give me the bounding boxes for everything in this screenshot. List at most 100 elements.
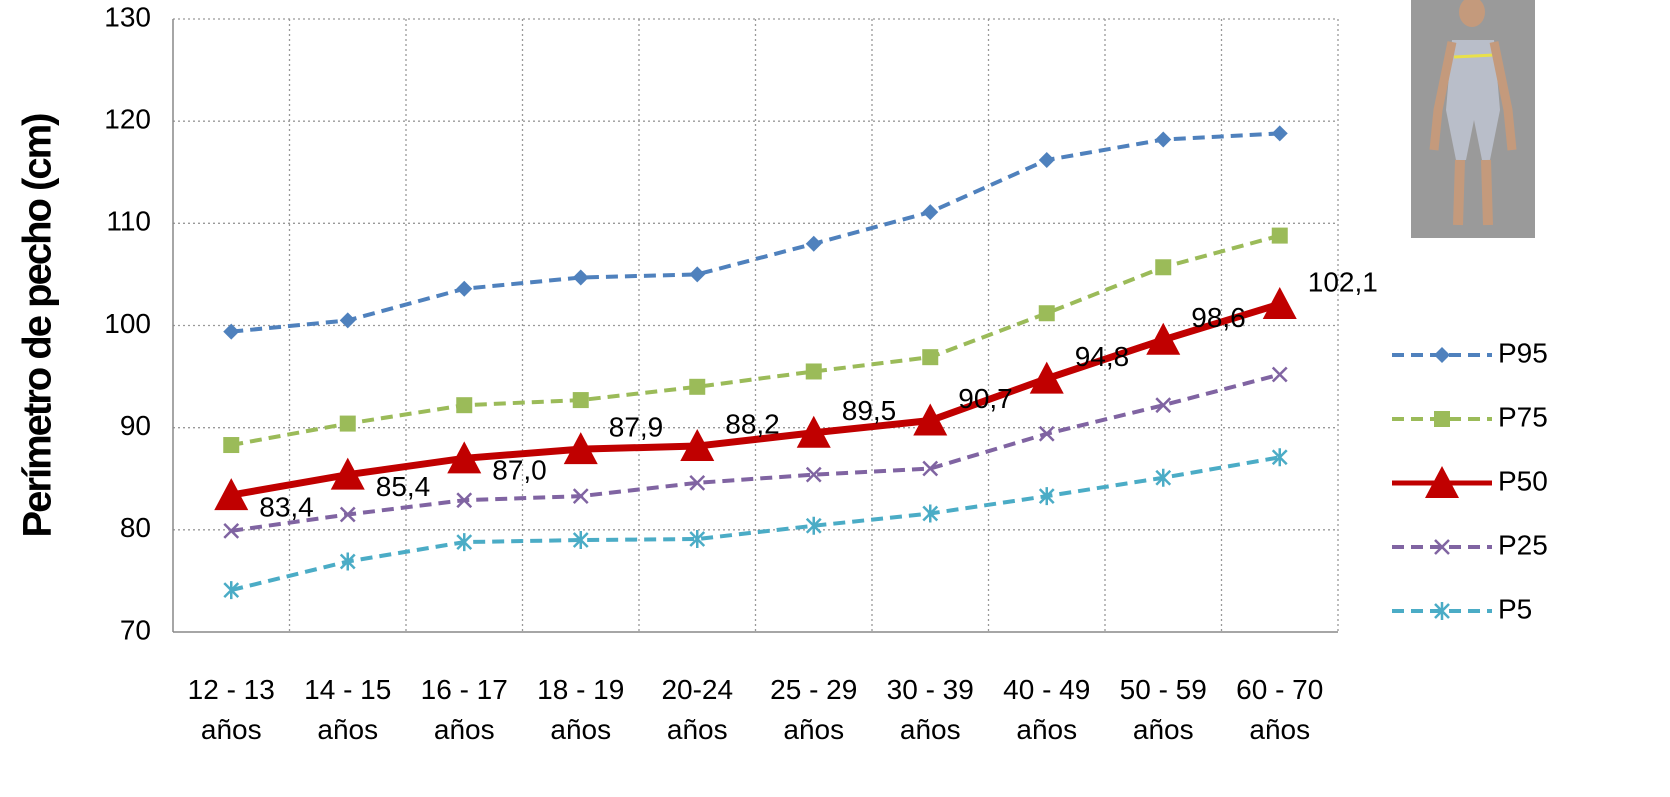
x-tick-label-line: años — [201, 714, 262, 745]
y-axis-title: Perímetro de pecho (cm) — [16, 114, 60, 538]
marker — [1146, 322, 1181, 355]
y-tick-label: 80 — [120, 512, 151, 543]
y-tick-label: 120 — [104, 104, 151, 135]
marker — [1155, 131, 1172, 148]
marker — [1038, 151, 1055, 168]
series-line — [231, 131, 1280, 334]
x-tick-label-line: años — [900, 714, 961, 745]
legend-marker — [1434, 347, 1450, 363]
data-label: 102,1 — [1308, 266, 1378, 297]
marker — [339, 415, 356, 432]
marker — [689, 474, 706, 491]
legend-label: P25 — [1498, 529, 1548, 560]
marker — [572, 392, 589, 409]
marker — [223, 522, 240, 539]
marker — [223, 323, 240, 340]
data-label: 87,9 — [609, 412, 664, 443]
y-tick-label: 110 — [106, 206, 151, 237]
x-tick-label: 30 - 39 años — [887, 674, 974, 745]
marker — [572, 269, 589, 286]
figure-illustration — [1411, 0, 1535, 238]
marker — [1271, 366, 1288, 383]
marker — [805, 466, 822, 483]
marker — [1155, 468, 1172, 487]
x-tick-label-line: 20-24 — [661, 674, 733, 705]
data-label: 87,0 — [492, 455, 547, 486]
legend-marker — [1434, 539, 1450, 555]
legend-label: P95 — [1498, 337, 1548, 368]
series-line — [230, 300, 1281, 499]
x-tick-label-line: 14 - 15 — [304, 674, 391, 705]
marker — [563, 432, 598, 465]
marker — [922, 504, 939, 523]
y-tick-label: 100 — [104, 308, 151, 339]
legend-label: P75 — [1498, 401, 1548, 432]
marker — [223, 581, 240, 600]
marker — [339, 506, 356, 523]
x-tick-label-line: 18 - 19 — [537, 674, 624, 705]
legend-label: P5 — [1498, 593, 1532, 624]
x-tick-label: 25 - 29 años — [770, 674, 857, 745]
x-tick-label-line: años — [783, 714, 844, 745]
marker — [456, 397, 473, 414]
x-tick-label-line: 16 - 17 — [421, 674, 508, 705]
x-tick-label: 50 - 59 años — [1120, 674, 1207, 745]
marker — [1271, 125, 1288, 142]
x-tick-label-line: años — [317, 714, 378, 745]
x-tick-label: 20-24 años — [661, 674, 733, 745]
data-label: 90,7 — [958, 383, 1013, 414]
data-label: 85,4 — [376, 471, 431, 502]
marker — [689, 266, 706, 283]
series-line — [230, 455, 1281, 593]
series — [223, 227, 1288, 454]
marker — [339, 312, 356, 329]
x-tick-label-line: 30 - 39 — [887, 674, 974, 705]
x-tick-label: 12 - 13 años — [188, 674, 275, 745]
marker — [805, 516, 822, 535]
marker — [456, 280, 473, 297]
data-label: 88,2 — [725, 408, 780, 439]
x-tick-label-line: años — [434, 714, 495, 745]
series-line — [230, 233, 1281, 448]
marker — [214, 478, 249, 511]
series — [223, 366, 1288, 539]
x-tick-label: 16 - 17 años — [421, 674, 508, 745]
marker — [1038, 305, 1055, 322]
marker — [456, 492, 473, 509]
marker — [572, 488, 589, 505]
series — [223, 448, 1288, 600]
marker — [1262, 287, 1297, 320]
marker — [796, 415, 831, 448]
marker — [805, 363, 822, 380]
y-tick-label: 90 — [120, 410, 151, 441]
marker — [922, 204, 939, 221]
marker — [689, 378, 706, 395]
legend-marker — [1425, 466, 1459, 498]
series: 83,4 85,4 87,0 87,9 88,2 89,5 90,7 94,8 98,6 102,… — [214, 266, 1378, 522]
x-tick-label-line: 60 - 70 — [1236, 674, 1323, 705]
data-label: 94,8 — [1075, 341, 1130, 372]
x-tick-label-line: años — [1133, 714, 1194, 745]
x-tick-label: 60 - 70 años — [1236, 674, 1323, 745]
marker — [447, 441, 482, 474]
marker — [1038, 425, 1055, 442]
x-tick-label-line: años — [1249, 714, 1310, 745]
marker — [680, 429, 715, 462]
data-label: 98,6 — [1191, 302, 1246, 333]
series — [223, 125, 1288, 340]
marker — [330, 457, 365, 490]
legend-marker — [1434, 411, 1450, 427]
marker — [1271, 227, 1288, 244]
marker — [1038, 487, 1055, 506]
legend-marker — [1434, 602, 1450, 620]
marker — [223, 437, 240, 454]
y-tick-label: 130 — [104, 1, 151, 32]
data-label: 89,5 — [842, 395, 897, 426]
x-tick-label: 40 - 49 años — [1003, 674, 1090, 745]
marker — [1271, 448, 1288, 467]
x-tick-label: 14 - 15 años — [304, 674, 391, 745]
y-tick-label: 70 — [120, 614, 151, 645]
marker — [1155, 397, 1172, 414]
marker — [339, 552, 356, 571]
